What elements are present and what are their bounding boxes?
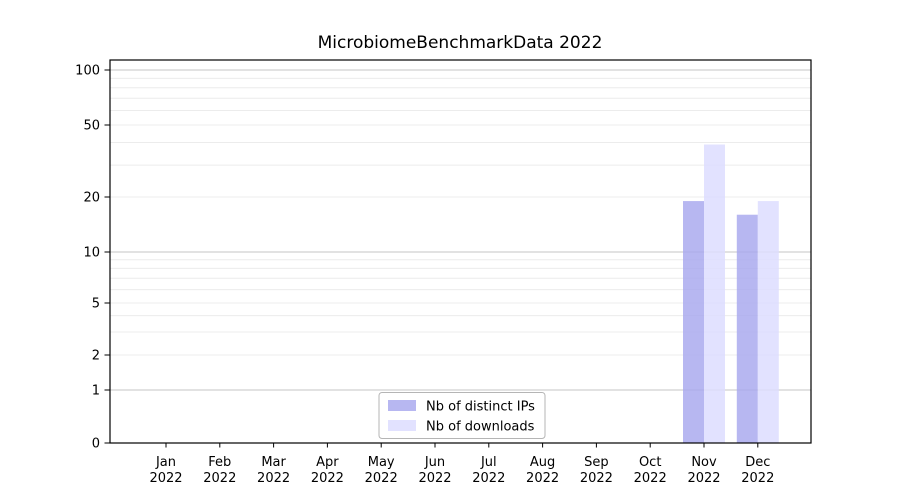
bar-dec-distinct-ips: [736, 214, 758, 443]
x-axis: Jan2022Feb2022Mar2022Apr2022May2022Jun20…: [149, 443, 774, 486]
x-tick-label-jul: Jul: [480, 455, 497, 470]
x-tick-label-aug: Aug: [530, 455, 555, 470]
x-tick-year-sep: 2022: [580, 471, 613, 486]
x-tick-label-nov: Nov: [691, 455, 717, 470]
x-tick-year-dec: 2022: [741, 471, 774, 486]
legend: Nb of distinct IPs Nb of downloads: [378, 392, 546, 439]
legend-label-distinct-ips: Nb of distinct IPs: [426, 400, 535, 415]
x-tick-year-mar: 2022: [257, 471, 290, 486]
y-axis: 0 1 2 5 10 20 50 100: [75, 64, 110, 452]
x-tick-year-feb: 2022: [203, 471, 236, 486]
x-tick-year-aug: 2022: [526, 471, 559, 486]
legend-box: [378, 392, 546, 439]
x-tick-year-jan: 2022: [149, 471, 182, 486]
minor-gridlines: [110, 77, 811, 333]
legend-swatch-distinct-ips: [388, 400, 416, 411]
y-tick-label-100: 100: [75, 64, 100, 79]
x-tick-year-nov: 2022: [687, 471, 720, 486]
y-tick-label-5: 5: [92, 297, 100, 312]
x-tick-year-apr: 2022: [311, 471, 344, 486]
bar-nov-downloads: [704, 144, 725, 444]
x-tick-label-jun: Jun: [424, 455, 445, 470]
x-tick-label-oct: Oct: [639, 455, 661, 470]
x-tick-label-sep: Sep: [584, 455, 609, 470]
x-tick-label-jan: Jan: [155, 455, 176, 470]
x-tick-year-jul: 2022: [472, 471, 505, 486]
y-tick-label-2: 2: [92, 349, 100, 364]
y-tick-label-0: 0: [92, 437, 100, 452]
x-tick-label-feb: Feb: [208, 455, 231, 470]
x-tick-year-jun: 2022: [418, 471, 451, 486]
x-tick-year-oct: 2022: [634, 471, 667, 486]
y-tick-label-20: 20: [83, 191, 100, 206]
x-tick-label-apr: Apr: [316, 455, 339, 470]
x-tick-year-may: 2022: [365, 471, 398, 486]
x-tick-label-mar: Mar: [261, 455, 286, 470]
bars: [683, 144, 779, 444]
legend-label-downloads: Nb of downloads: [426, 420, 535, 435]
bar-dec-downloads: [757, 201, 779, 443]
y-tick-label-10: 10: [83, 246, 100, 261]
legend-swatch-downloads: [388, 420, 416, 431]
x-tick-label-dec: Dec: [745, 455, 770, 470]
y-tick-label-1: 1: [92, 384, 100, 399]
bar-nov-distinct-ips: [683, 201, 704, 443]
y-tick-label-50: 50: [83, 119, 100, 134]
chart-title: MicrobiomeBenchmarkData 2022: [318, 33, 603, 53]
x-tick-label-may: May: [368, 455, 395, 470]
